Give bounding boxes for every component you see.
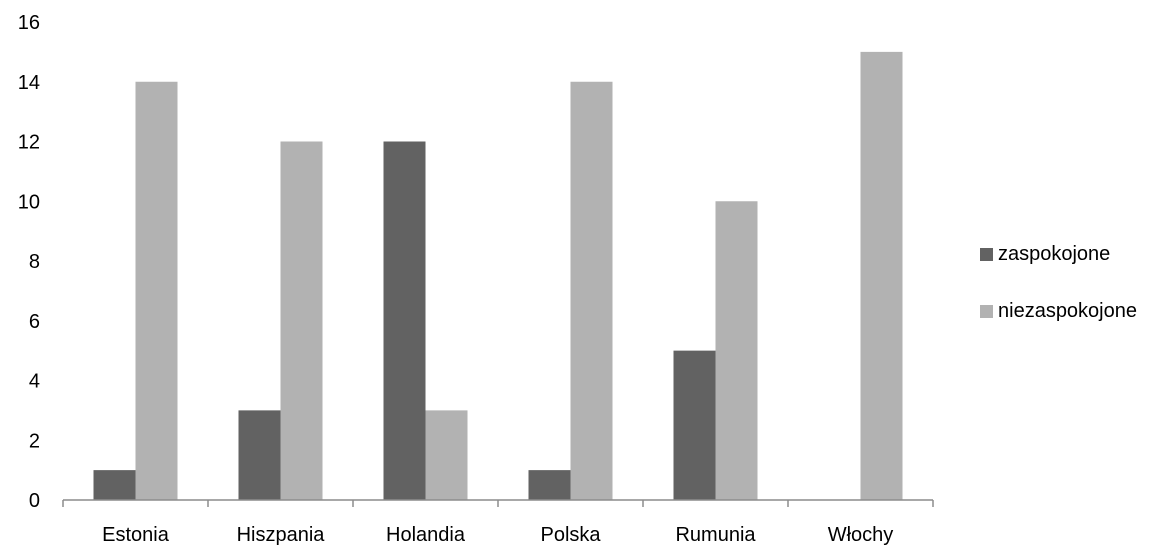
y-tick-label: 14 [18,72,40,94]
legend-item-niezaspokojone: niezaspokojone [980,297,1137,325]
legend-item-zaspokojone: zaspokojone [980,240,1137,268]
y-tick-label: 12 [18,132,40,154]
bar-zaspokojone-Estonia [93,470,136,500]
bar-niezaspokojone-Holandia [425,410,468,500]
y-tick-label: 8 [29,251,40,273]
bar-zaspokojone-Holandia [383,141,426,500]
x-tick-label: Włochy [828,524,894,546]
legend: zaspokojone niezaspokojone [980,240,1137,354]
legend-swatch-zaspokojone [980,247,993,261]
bar-zaspokojone-Hiszpania [238,410,281,500]
y-tick-label: 2 [29,430,40,452]
x-tick-label: Estonia [102,524,170,546]
bar-niezaspokojone-Estonia [135,81,178,500]
labels-layer: 0 2 4 6 8 10 12 14 16 Estonia Hiszpania Holandia Pol… [18,12,894,546]
x-tick-label: Rumunia [675,524,756,546]
y-tick-label: 10 [18,191,40,213]
bar-niezaspokojone-Włochy [860,51,903,500]
y-tick-label: 4 [29,371,40,393]
x-tick-label: Polska [540,524,601,546]
legend-label-niezaspokojone: niezaspokojone [998,299,1137,322]
legend-swatch-niezaspokojone [980,304,993,318]
bar-niezaspokojone-Hiszpania [280,141,323,500]
legend-label-zaspokojone: zaspokojone [998,242,1111,265]
bar-niezaspokojone-Polska [570,81,613,500]
y-tick-label: 16 [18,12,40,34]
x-tick-label: Holandia [386,524,466,546]
bars-layer [93,51,903,500]
bar-zaspokojone-Polska [528,470,571,500]
y-tick-label: 6 [29,311,40,333]
y-tick-label: 0 [29,490,40,512]
bar-zaspokojone-Rumunia [673,350,716,500]
axes-layer [62,499,934,507]
x-tick-label: Hiszpania [237,524,326,546]
bar-niezaspokojone-Rumunia [715,201,758,500]
